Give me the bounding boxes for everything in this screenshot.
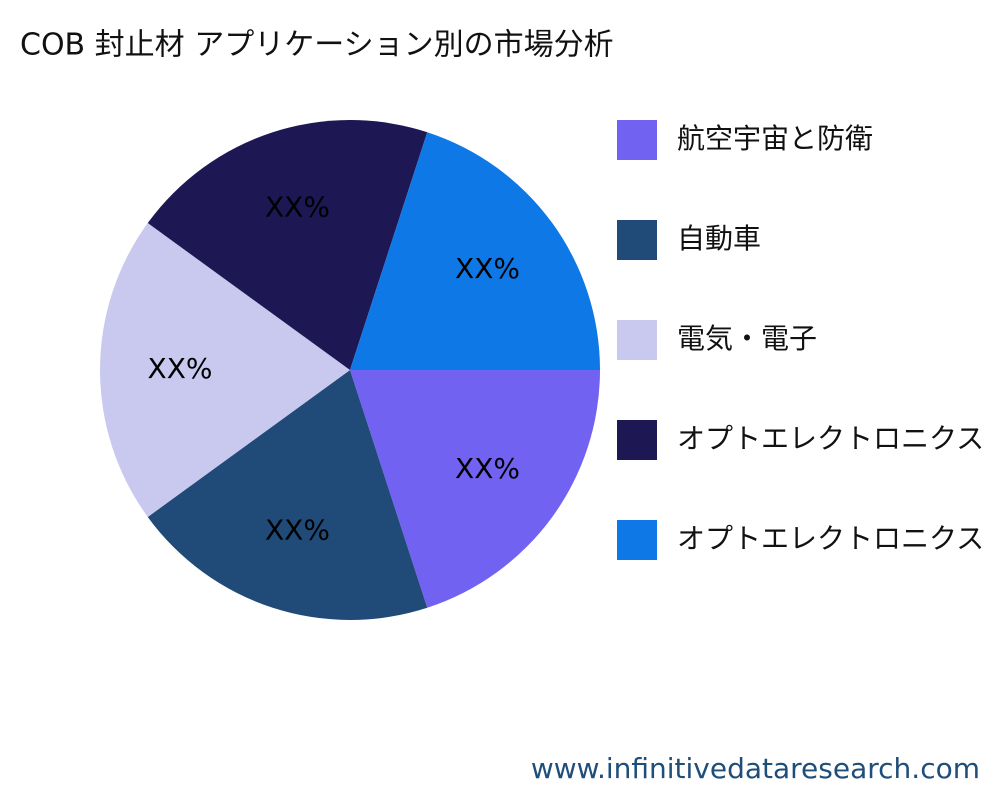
legend-label: 電気・電子 [677, 322, 817, 355]
data-label: XX% [148, 352, 213, 385]
data-label: XX% [455, 452, 520, 485]
data-label: XX% [265, 514, 330, 547]
source-url: www.infinitivedataresearch.com [531, 752, 980, 785]
legend-label: オプトエレクトロニクス [677, 422, 984, 455]
pie-slice [147, 120, 428, 370]
legend-swatch [617, 520, 657, 560]
legend-swatch [617, 320, 657, 360]
pie-slice [350, 132, 600, 370]
legend-swatch [617, 120, 657, 160]
pie-slice [147, 370, 428, 620]
legend-swatch [617, 220, 657, 260]
data-label: XX% [265, 190, 330, 223]
data-label: XX% [455, 252, 520, 285]
pie-slice [100, 223, 350, 517]
legend-label: 自動車 [677, 222, 761, 255]
legend-swatch [617, 420, 657, 460]
legend-label: オプトエレクトロニクス [677, 522, 984, 555]
pie-slice [350, 370, 600, 608]
chart-title: COB 封止材 アプリケーション別の市場分析 [20, 28, 614, 63]
legend-label: 航空宇宙と防衛 [677, 122, 873, 155]
